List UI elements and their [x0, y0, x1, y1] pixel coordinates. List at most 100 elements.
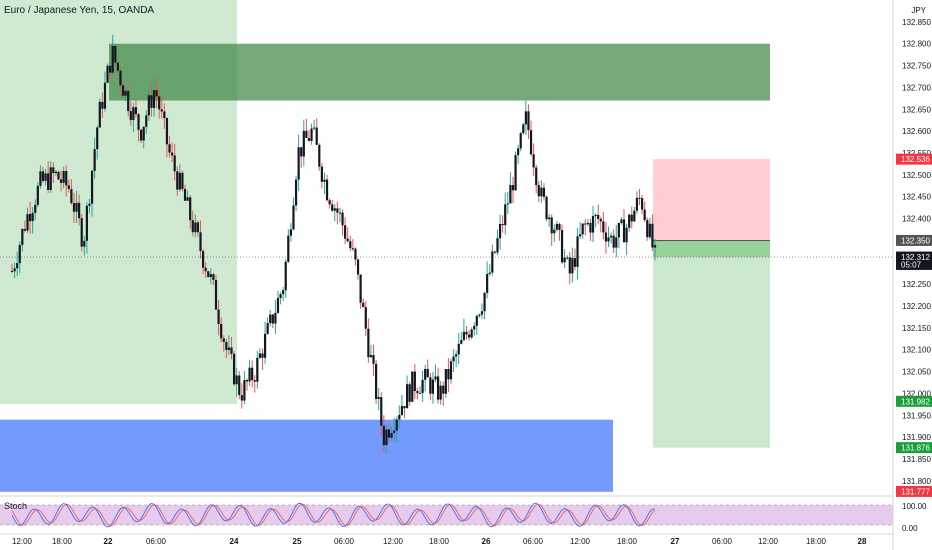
candle-body — [67, 185, 70, 189]
candle-body — [491, 251, 494, 273]
candle-body — [359, 274, 362, 303]
price-label-last: 132.312 — [901, 253, 930, 262]
currency-label: JPY — [911, 6, 926, 15]
candle-body — [478, 314, 481, 316]
candle-body — [519, 133, 522, 149]
candle-body — [253, 380, 256, 382]
candle-body — [571, 258, 574, 274]
candle-body — [475, 315, 478, 326]
x-tick-label: 12:00 — [12, 537, 33, 546]
price-label-bg — [896, 442, 932, 454]
candle-body — [209, 274, 212, 278]
candle-body — [57, 171, 60, 180]
candle-body — [302, 130, 305, 157]
candle-body — [307, 138, 311, 141]
candle-body — [284, 261, 287, 291]
candle-body — [511, 185, 515, 191]
candle-body — [599, 218, 602, 222]
candle-body — [328, 200, 331, 205]
candle-body — [165, 118, 169, 145]
price-label-red-bottom: 131.777 — [901, 487, 930, 496]
candle-body — [532, 154, 535, 168]
candle-body — [351, 248, 354, 250]
candle-body — [579, 234, 582, 237]
candle-body — [261, 353, 264, 358]
candle-body — [181, 172, 184, 189]
candle-body — [411, 371, 414, 402]
candle-body — [300, 147, 303, 157]
candle-body — [524, 111, 527, 125]
candle-body — [638, 197, 641, 199]
candle-body — [452, 356, 455, 362]
candle-body — [354, 248, 357, 260]
candle-body — [460, 339, 463, 344]
price-label-bg — [896, 251, 932, 263]
candle-body — [341, 212, 344, 226]
candle-body — [207, 271, 210, 278]
candle-body — [282, 290, 285, 295]
candle-body — [375, 363, 378, 399]
candle-body — [59, 179, 63, 183]
candle-body — [380, 397, 383, 426]
stoch-label: Stoch — [4, 501, 28, 511]
candle-body — [467, 334, 471, 338]
candle-body — [31, 212, 34, 222]
candle-body — [70, 188, 73, 204]
candle-body — [150, 95, 153, 108]
candle-body — [628, 214, 631, 228]
candle-body — [140, 129, 143, 141]
y-tick-label: 132.700 — [902, 83, 931, 92]
candle-body — [220, 323, 223, 339]
candle-body — [615, 237, 618, 248]
x-tick-label: 25 — [293, 537, 302, 546]
candle-body — [594, 214, 597, 217]
candle-body — [152, 90, 156, 108]
candle-body — [103, 82, 107, 109]
candle-body — [589, 222, 592, 233]
candle-body — [201, 251, 205, 268]
price-label-entry: 132.350 — [901, 236, 930, 245]
candle-body — [496, 238, 499, 253]
x-tick-label: 12:00 — [758, 537, 779, 546]
candle-body — [98, 101, 101, 128]
candle-body — [39, 171, 42, 186]
candle-body — [566, 257, 569, 259]
candle-body — [199, 232, 202, 252]
candle-body — [47, 173, 50, 191]
y-tick-label: 132.500 — [902, 171, 931, 180]
y-tick-label: 132.200 — [902, 302, 931, 311]
y-tick-label: 132.650 — [902, 105, 931, 114]
candle-body — [602, 221, 605, 233]
y-tick-label: 131.850 — [902, 455, 931, 464]
candle-body — [527, 111, 530, 131]
candle-body — [344, 225, 347, 239]
candle-body — [129, 111, 132, 121]
candle-body — [251, 367, 254, 381]
candle-body — [635, 197, 639, 211]
candle-body — [336, 208, 339, 213]
x-tick-label: 27 — [671, 537, 680, 546]
candle-body — [23, 228, 27, 231]
price-label-target: 131.876 — [901, 444, 930, 453]
candle-body — [13, 268, 16, 272]
candle-body — [470, 329, 473, 338]
y-tick-label: 132.600 — [902, 127, 931, 136]
candle-body — [429, 377, 432, 394]
candle-body — [604, 232, 608, 242]
candle-body — [225, 341, 228, 350]
candle-body — [294, 179, 298, 206]
candle-body — [393, 430, 396, 434]
y-tick-label: 132.550 — [902, 149, 931, 158]
background-layer — [0, 0, 893, 492]
candle-body — [16, 263, 19, 269]
candle-body — [54, 171, 57, 174]
candle-body — [377, 397, 380, 399]
candle-body — [465, 331, 468, 335]
candle-body — [418, 392, 422, 394]
candle-body — [41, 171, 45, 181]
x-tick-label: 26 — [482, 537, 491, 546]
price-label-green: 131.982 — [901, 397, 930, 406]
price-label-stop: 132.536 — [901, 155, 930, 164]
candle-body — [163, 111, 166, 119]
